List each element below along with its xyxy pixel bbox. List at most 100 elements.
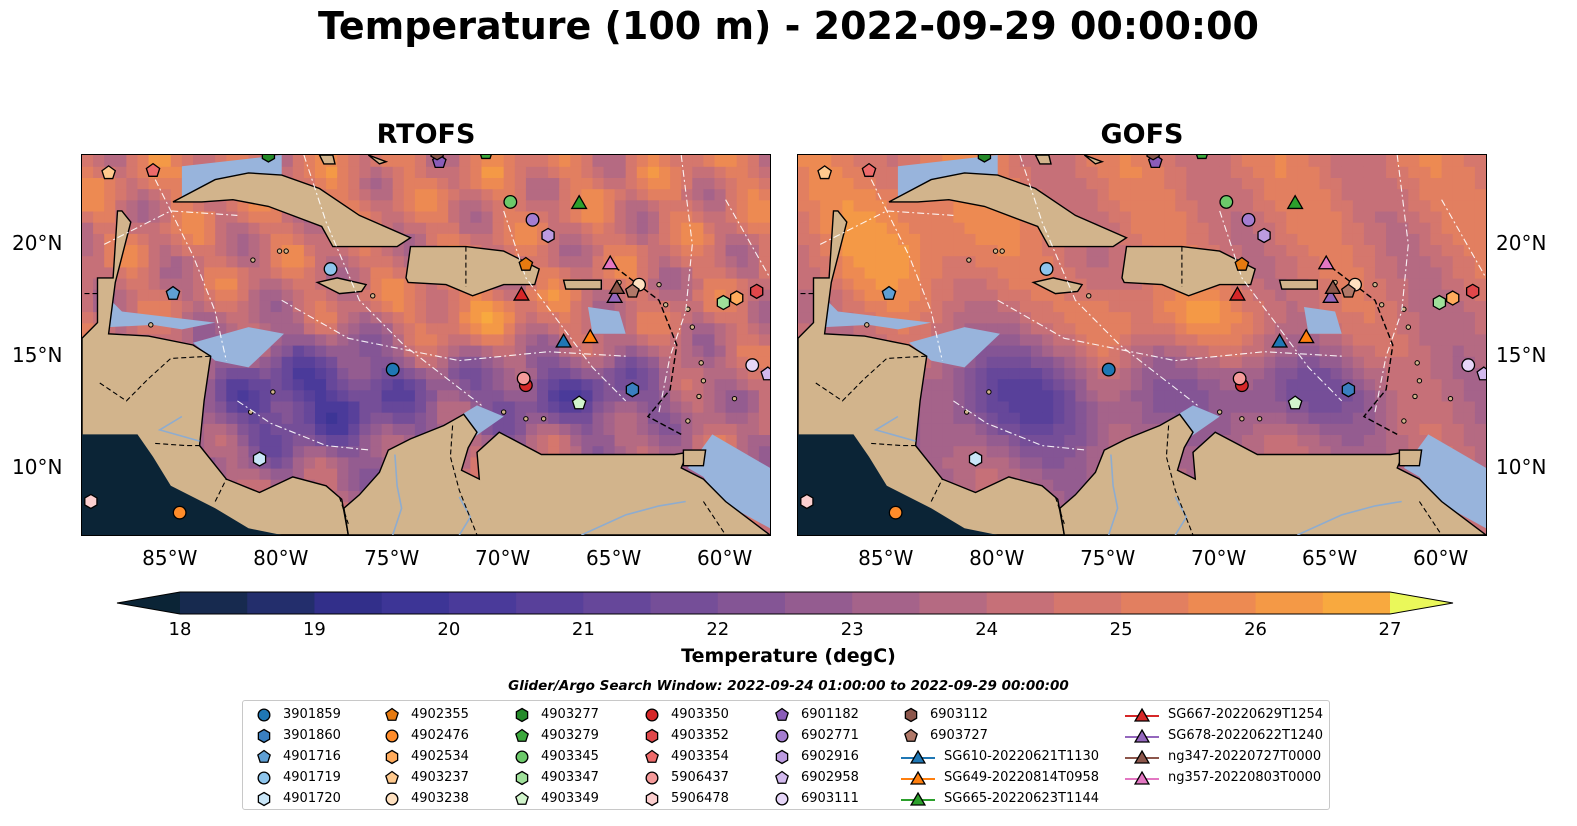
platform-marker-3901860: [1341, 381, 1356, 398]
hexagon-marker-icon: [775, 749, 789, 764]
land-south-america: [798, 413, 1486, 535]
legend-label: 4901719: [283, 770, 341, 785]
legend-item: 4902355: [381, 704, 469, 725]
colorbar-tick-label: 22: [706, 619, 730, 640]
legend-item: 4903354: [641, 746, 729, 767]
legend-label: 4903347: [541, 770, 599, 785]
hexagon-marker-icon: [257, 791, 271, 806]
legend-marker: [385, 729, 399, 742]
colorbar-bin: [1255, 592, 1324, 614]
platform-marker-4901719: [323, 262, 338, 276]
legend-item: 4903350: [641, 704, 729, 725]
platform-marker-4903347: [1432, 294, 1447, 311]
land-bahamas1: [1034, 155, 1052, 165]
legend-label: 4903237: [411, 770, 469, 785]
platform-marker-4903354: [861, 162, 877, 177]
colorbar-bin: [1188, 592, 1257, 614]
lat-tick-label-left: 15°N: [12, 343, 63, 368]
hexagon-marker-icon: [645, 791, 659, 806]
platform-marker-SG665-20220623T1144: [570, 194, 588, 210]
legend-label: SG678-20220622T1240: [1168, 728, 1324, 743]
colorbar-bin: [785, 592, 853, 614]
triangle-marker-icon: [1125, 749, 1159, 764]
legend-label: 4902355: [411, 707, 469, 722]
legend-item: SG610-20220621T1130: [900, 746, 1099, 767]
land-jamaica: [1031, 277, 1084, 295]
platform-marker-4901720: [968, 451, 983, 467]
legend-label: SG665-20220623T1144: [944, 791, 1100, 806]
legend-item: 6902771: [771, 725, 859, 746]
colorbar-bin: [314, 592, 383, 614]
colorbar-tick-label: 23: [840, 619, 864, 640]
colorbar-tick-label: 19: [302, 619, 326, 640]
legend-item: 4902534: [381, 746, 469, 767]
legend-item: 6903111: [771, 788, 859, 809]
legend-marker: [257, 749, 271, 763]
gofs-map-panel[interactable]: [797, 154, 1487, 536]
lon-tick-label: 75°W: [1080, 546, 1136, 570]
legend-item: ng357-20220803T0000: [1124, 767, 1321, 788]
platform-marker-6902958: [760, 366, 770, 381]
legend-marker: [909, 770, 927, 785]
colorbar-label: Temperature (degC): [681, 645, 896, 667]
land-south-america: [82, 413, 770, 535]
pentagon-marker-icon: [775, 707, 789, 721]
colorbar-tick-label: 24: [975, 619, 999, 640]
land-cuba: [172, 172, 412, 248]
platform-marker-4903237: [817, 165, 833, 180]
legend-item: 6902958: [771, 767, 859, 788]
legend-marker: [515, 750, 529, 763]
platform-marker-ng347-20220727T0000: [1324, 279, 1342, 295]
legend-marker: [1133, 707, 1151, 722]
land-trinidad: [682, 449, 707, 467]
lat-tick-label-left: 10°N: [12, 454, 63, 479]
legend-item: 6903727: [900, 725, 988, 746]
triangle-marker-icon: [901, 770, 935, 785]
platform-marker-4901716: [881, 285, 897, 300]
legend-item: 4903345: [511, 746, 599, 767]
platform-marker-4902476: [172, 505, 187, 520]
platform-marker-ng347-20220727T0000: [608, 279, 626, 295]
platform-marker-5906437: [1232, 371, 1247, 386]
colorbar-bin: [180, 592, 248, 614]
lon-tick-label: 70°W: [1191, 546, 1247, 570]
platform-marker-6903727: [1340, 283, 1356, 298]
legend-label: 4901716: [283, 749, 341, 764]
platform-marker-6903112: [1146, 155, 1160, 161]
platform-marker-4902476: [888, 505, 903, 520]
colorbar-bin: [717, 592, 786, 614]
colorbar-tick-label: 18: [168, 619, 192, 640]
platform-marker-4903237: [101, 165, 117, 180]
colorbar-tick-label: 27: [1378, 619, 1402, 640]
legend-item: 4903349: [511, 788, 599, 809]
legend-label: 4903352: [671, 728, 729, 743]
legend-label: 3901860: [283, 728, 341, 743]
figure-title: Temperature (100 m) - 2022-09-29 00:00:0…: [317, 4, 1259, 48]
rtofs-platform-markers: [84, 155, 770, 520]
lat-tick-label-right: 20°N: [1496, 231, 1547, 256]
legend-label: SG610-20220621T1130: [944, 749, 1100, 764]
legend-marker: [1133, 728, 1151, 743]
legend-label: 4903279: [541, 728, 599, 743]
circle-marker-icon: [385, 792, 399, 805]
hexagon-marker-icon: [904, 707, 918, 722]
platform-marker-5906478: [800, 493, 814, 510]
platform-marker-6902916: [1257, 227, 1271, 244]
platform-marker-4901716: [165, 285, 181, 300]
circle-marker-icon: [385, 729, 399, 742]
legend-label: 5906437: [671, 770, 729, 785]
platform-marker-4903354: [145, 162, 161, 177]
platform-marker-4902534: [729, 290, 744, 306]
legend-item: 3901860: [253, 725, 341, 746]
land-bahamas2: [367, 155, 389, 165]
legend-marker: [775, 729, 789, 742]
platform-marker-6902958: [1476, 366, 1486, 381]
legend-item: 3901859: [253, 704, 341, 725]
legend-item: 5906437: [641, 767, 729, 788]
rtofs-map-panel[interactable]: [81, 154, 771, 536]
lon-tick-label: 80°W: [253, 546, 309, 570]
land-bahamas1: [318, 155, 336, 165]
land-cuba: [888, 172, 1128, 248]
legend-item: 4903237: [381, 767, 469, 788]
legend-label: 4903345: [541, 749, 599, 764]
